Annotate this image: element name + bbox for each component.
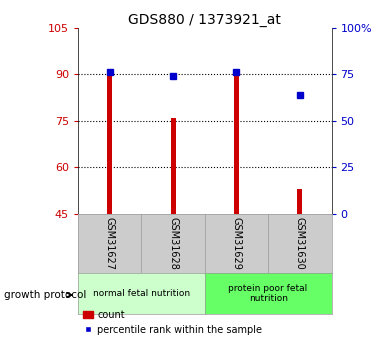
Bar: [297, 189, 302, 214]
Text: protein poor fetal
nutrition: protein poor fetal nutrition: [229, 284, 308, 303]
Bar: [170, 118, 176, 214]
Bar: [234, 71, 239, 214]
Text: GSM31627: GSM31627: [105, 217, 115, 270]
Legend: count, percentile rank within the sample: count, percentile rank within the sample: [79, 306, 266, 338]
Text: growth protocol: growth protocol: [4, 290, 86, 300]
Text: GSM31629: GSM31629: [231, 217, 241, 270]
Title: GDS880 / 1373921_at: GDS880 / 1373921_at: [128, 12, 281, 27]
Text: GSM31628: GSM31628: [168, 217, 178, 270]
Text: normal fetal nutrition: normal fetal nutrition: [93, 289, 190, 298]
Bar: [107, 71, 112, 214]
Text: GSM31630: GSM31630: [295, 217, 305, 269]
